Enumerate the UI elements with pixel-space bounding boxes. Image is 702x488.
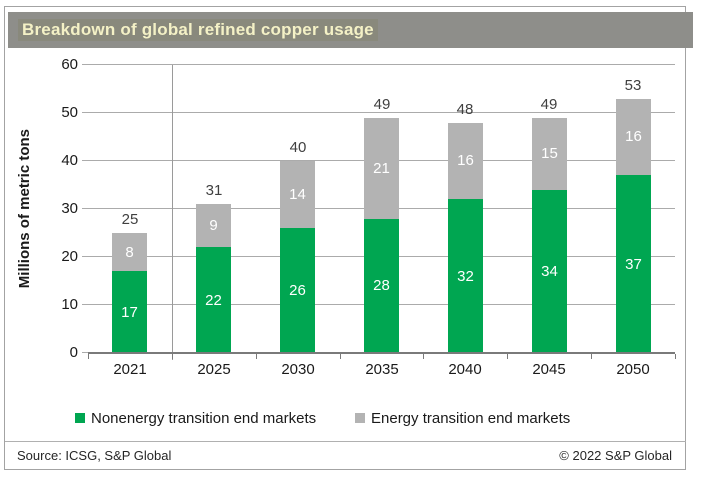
bar-2035-energy-segment: 21	[364, 117, 399, 219]
y-axis-title-text: Millions of metric tons	[15, 129, 33, 289]
y-ticklabel-30: 30	[61, 200, 78, 217]
y-ticklabel-0: 0	[69, 344, 78, 361]
bar-2040-energy-value: 16	[457, 152, 474, 170]
bar-2050-energy-value: 16	[625, 128, 642, 146]
bar-2030-energy-value: 14	[289, 186, 306, 204]
x-tick-0	[88, 354, 89, 359]
y-tick-20	[82, 256, 88, 257]
bar-2050-total-label: 53	[624, 76, 642, 94]
legend-item-energy: Energy transition end markets	[355, 408, 570, 428]
bar-2050-nonenergy-value: 37	[625, 255, 642, 273]
energy-swatch-icon	[355, 413, 365, 423]
bar-2040-nonenergy-value: 32	[457, 267, 474, 285]
bar-2035-nonenergy-segment: 28	[364, 218, 399, 353]
bar-2040-energy-segment: 16	[448, 122, 483, 200]
gridline-50	[88, 112, 675, 113]
bar-2030-energy-segment: 14	[280, 161, 315, 229]
x-tick-5	[507, 354, 508, 359]
legend: Nonenergy transition end markets Energy …	[0, 408, 702, 428]
gridline-60	[88, 64, 675, 65]
bar-2045-nonenergy-segment: 34	[532, 189, 567, 353]
nonenergy-swatch-icon	[75, 413, 85, 423]
x-axis-label-2040: 2040	[448, 361, 482, 378]
bar-2021-nonenergy-segment: 17	[112, 271, 147, 353]
y-tick-60	[82, 64, 88, 65]
x-axis-label-2050: 2050	[616, 361, 650, 378]
x-tick-7	[675, 354, 676, 359]
y-tick-50	[82, 112, 88, 113]
bar-2025-energy-value: 9	[209, 217, 218, 235]
y-tick-10	[82, 304, 88, 305]
bar-2040-nonenergy-segment: 32	[448, 199, 483, 353]
x-axis-label-2025: 2025	[197, 361, 231, 378]
bar-2021-total-label: 25	[121, 211, 139, 228]
legend-item-nonenergy: Nonenergy transition end markets	[75, 408, 316, 428]
bar-2045-energy-value: 15	[541, 145, 558, 163]
bar-2025-nonenergy-segment: 22	[196, 247, 231, 353]
y-tick-30	[82, 208, 88, 209]
bar-2030-nonenergy-value: 26	[289, 282, 306, 300]
x-axis-label-2021: 2021	[113, 361, 147, 378]
bar-2025-total-label: 31	[205, 182, 223, 200]
bar-2021-nonenergy-value: 17	[121, 303, 138, 321]
bar-2035-energy-value: 21	[373, 159, 390, 177]
copyright-text: © 2022 S&P Global	[559, 448, 672, 463]
title-bar: Breakdown of global refined copper usage	[8, 12, 693, 48]
footer-divider	[5, 441, 686, 442]
x-tick-6	[591, 354, 592, 359]
y-ticklabel-20: 20	[61, 248, 78, 265]
bar-2040-total-label: 48	[456, 100, 474, 118]
x-tick-3	[340, 354, 341, 359]
y-ticklabel-50: 50	[61, 104, 78, 121]
y-axis-title: Millions of metric tons	[14, 65, 34, 353]
bar-2050-nonenergy-segment: 37	[616, 175, 651, 353]
x-axis-label-2045: 2045	[532, 361, 566, 378]
x-axis-label-2035: 2035	[365, 361, 399, 378]
x-tick-1	[172, 354, 173, 359]
bar-2030-nonenergy-segment: 26	[280, 228, 315, 353]
history-forecast-divider	[172, 65, 173, 360]
y-tick-0	[82, 352, 88, 353]
y-ticklabel-10: 10	[61, 296, 78, 313]
y-ticklabel-40: 40	[61, 152, 78, 169]
x-axis-line	[88, 352, 675, 354]
x-tick-4	[423, 354, 424, 359]
bar-2030-total-label: 40	[289, 139, 307, 156]
y-tick-40	[82, 160, 88, 161]
legend-label-nonenergy: Nonenergy transition end markets	[91, 409, 317, 427]
bar-2050-energy-segment: 16	[616, 98, 651, 176]
bar-2021-energy-value: 8	[125, 243, 134, 261]
bar-2025-energy-segment: 9	[196, 204, 231, 248]
bar-2045-energy-segment: 15	[532, 117, 567, 190]
bar-2021-energy-segment: 8	[112, 233, 147, 272]
bar-2045-total-label: 49	[540, 95, 558, 113]
bar-2025-nonenergy-value: 22	[205, 291, 222, 309]
y-ticklabel-60: 60	[61, 56, 78, 73]
bar-2035-nonenergy-value: 28	[373, 277, 390, 295]
bar-2045-nonenergy-value: 34	[541, 262, 558, 280]
source-text: Source: ICSG, S&P Global	[17, 448, 172, 463]
legend-label-energy: Energy transition end markets	[371, 409, 571, 427]
chart-title: Breakdown of global refined copper usage	[18, 19, 378, 41]
bar-2035-total-label: 49	[373, 95, 391, 113]
x-axis-label-2030: 2030	[281, 361, 315, 378]
x-tick-2	[256, 354, 257, 359]
